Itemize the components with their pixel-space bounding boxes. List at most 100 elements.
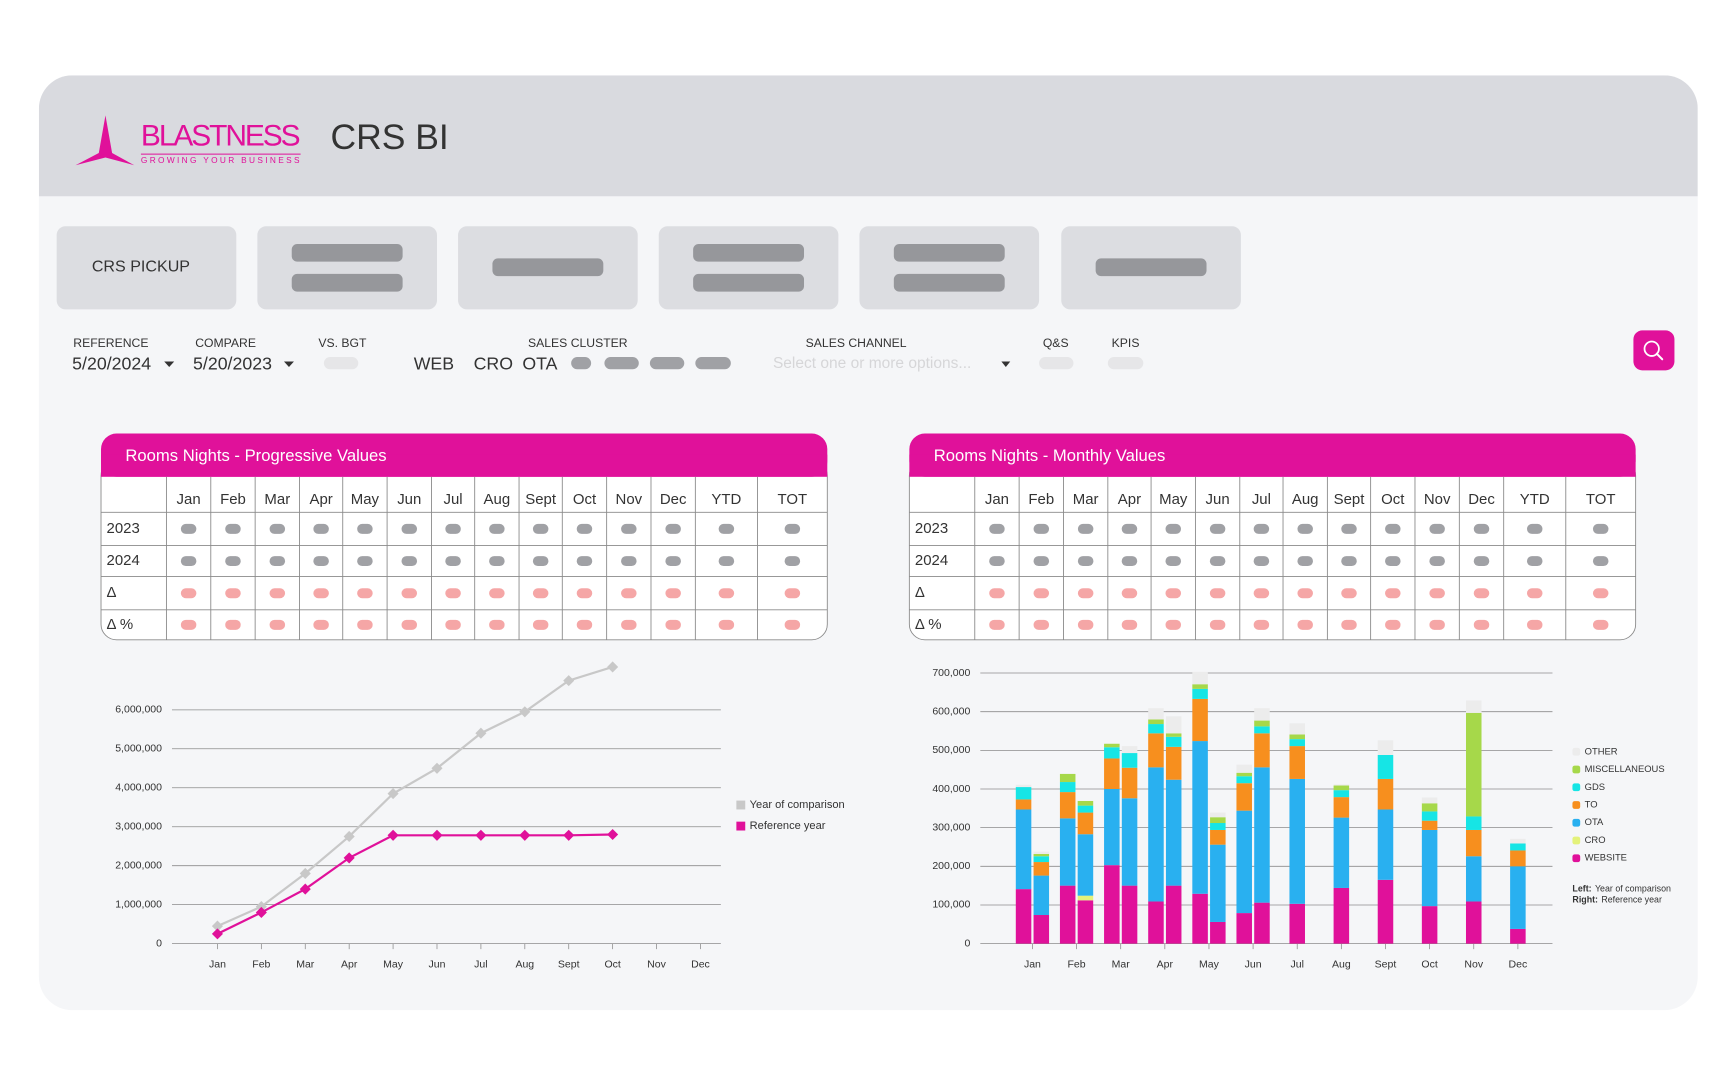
value-placeholder — [401, 619, 418, 630]
value-placeholder — [532, 556, 549, 567]
value-placeholder — [784, 619, 801, 630]
bar-segment — [1165, 716, 1182, 734]
bar-segment — [1510, 866, 1526, 929]
y-tick-label: 400,000 — [932, 783, 970, 795]
tab[interactable] — [658, 226, 839, 310]
placeholder — [695, 357, 731, 370]
bar-segment — [1059, 773, 1076, 783]
value-placeholder — [989, 588, 1005, 599]
value-placeholder — [621, 619, 637, 630]
bar-segment — [1254, 767, 1270, 903]
table-body — [908, 459, 1637, 641]
placeholder — [1095, 258, 1207, 277]
toggle[interactable] — [323, 357, 359, 370]
toggle[interactable] — [1039, 357, 1074, 370]
bar-segment — [1236, 772, 1252, 777]
point — [387, 829, 399, 841]
value-placeholder — [621, 556, 637, 567]
value-placeholder — [1077, 588, 1094, 599]
tab[interactable] — [859, 226, 1040, 310]
value-placeholder — [1165, 619, 1182, 630]
bar-segment — [1421, 829, 1438, 907]
bar-segment — [1210, 844, 1226, 922]
value-placeholder — [621, 523, 637, 534]
point — [607, 661, 619, 673]
cluster-option[interactable]: OTA — [522, 353, 557, 373]
value-placeholder — [718, 556, 735, 567]
value-placeholder — [357, 556, 373, 567]
bar-segment — [1059, 792, 1076, 819]
value-placeholder — [665, 588, 681, 599]
bar-segment — [1015, 889, 1032, 944]
value-placeholder — [1473, 556, 1490, 567]
column-header: Apr — [309, 491, 332, 508]
date-value[interactable]: 5/20/2024 — [72, 353, 151, 373]
tab[interactable] — [257, 226, 437, 310]
x-tick-label: Jul — [1290, 958, 1303, 970]
cluster-option[interactable]: WEB — [414, 353, 454, 373]
legend-swatch — [1572, 836, 1581, 845]
value-placeholder — [1253, 556, 1270, 567]
bar-segment — [1033, 875, 1050, 916]
value-placeholder — [576, 588, 593, 599]
tab[interactable] — [56, 226, 237, 310]
value-placeholder — [1209, 523, 1226, 534]
value-placeholder — [718, 588, 735, 599]
header-bar — [38, 75, 1698, 197]
column-header: Aug — [484, 491, 511, 508]
value-placeholder — [1033, 588, 1050, 599]
bar-segment — [1236, 776, 1252, 784]
filter-label: REFERENCE — [73, 336, 148, 350]
table-body — [100, 459, 828, 641]
bar-segment — [1236, 764, 1252, 773]
tab-label[interactable]: CRS PICKUP — [92, 257, 190, 275]
note-text: Year of comparison — [1595, 884, 1671, 894]
value-placeholder — [1341, 588, 1357, 599]
value-placeholder — [1253, 588, 1270, 599]
point — [519, 829, 531, 841]
column-header: Jul — [444, 491, 463, 508]
bar-segment — [1165, 733, 1182, 737]
row-label: 2023 — [107, 520, 140, 537]
line — [216, 665, 613, 928]
placeholder — [693, 273, 805, 292]
toggle[interactable] — [1107, 357, 1144, 370]
search-button[interactable] — [1633, 330, 1675, 371]
dropdown-caret[interactable] — [283, 361, 294, 368]
date-value[interactable]: 5/20/2023 — [193, 353, 272, 373]
search-icon[interactable] — [1655, 352, 1664, 361]
y-tick-label: 700,000 — [932, 667, 970, 679]
bar-segment — [1465, 700, 1482, 713]
bar-segment — [1033, 853, 1050, 857]
value-placeholder — [576, 619, 593, 630]
point — [607, 828, 619, 841]
value-placeholder — [269, 523, 286, 534]
bar-segment — [1104, 865, 1120, 944]
y-tick-label: 600,000 — [932, 705, 970, 717]
value-placeholder — [1297, 523, 1313, 534]
dropdown-caret[interactable] — [1001, 361, 1011, 368]
panel — [38, 75, 1698, 1011]
value-placeholder — [576, 523, 593, 534]
x-tick-label: Aug — [1332, 958, 1351, 970]
select-placeholder[interactable]: Select one or more options... — [773, 355, 971, 372]
placeholder — [291, 243, 403, 262]
legend-swatch — [1572, 801, 1581, 809]
placeholder — [604, 357, 639, 370]
logo-tagline: GROWING YOUR BUSINESS — [141, 155, 300, 165]
dropdown-caret[interactable] — [164, 361, 175, 368]
point — [211, 920, 223, 932]
value-placeholder — [665, 523, 681, 534]
cluster-option[interactable]: CRO — [474, 353, 513, 373]
value-placeholder — [989, 523, 1005, 534]
value-placeholder — [532, 523, 549, 534]
bar-segment — [1510, 838, 1526, 844]
legend-label: OTA — [1585, 816, 1604, 827]
value-placeholder — [784, 588, 801, 599]
search-icon[interactable] — [1643, 340, 1660, 357]
value-placeholder — [313, 556, 329, 567]
note-text: Reference year — [1601, 895, 1662, 905]
point — [519, 706, 531, 718]
table-header — [101, 454, 828, 477]
